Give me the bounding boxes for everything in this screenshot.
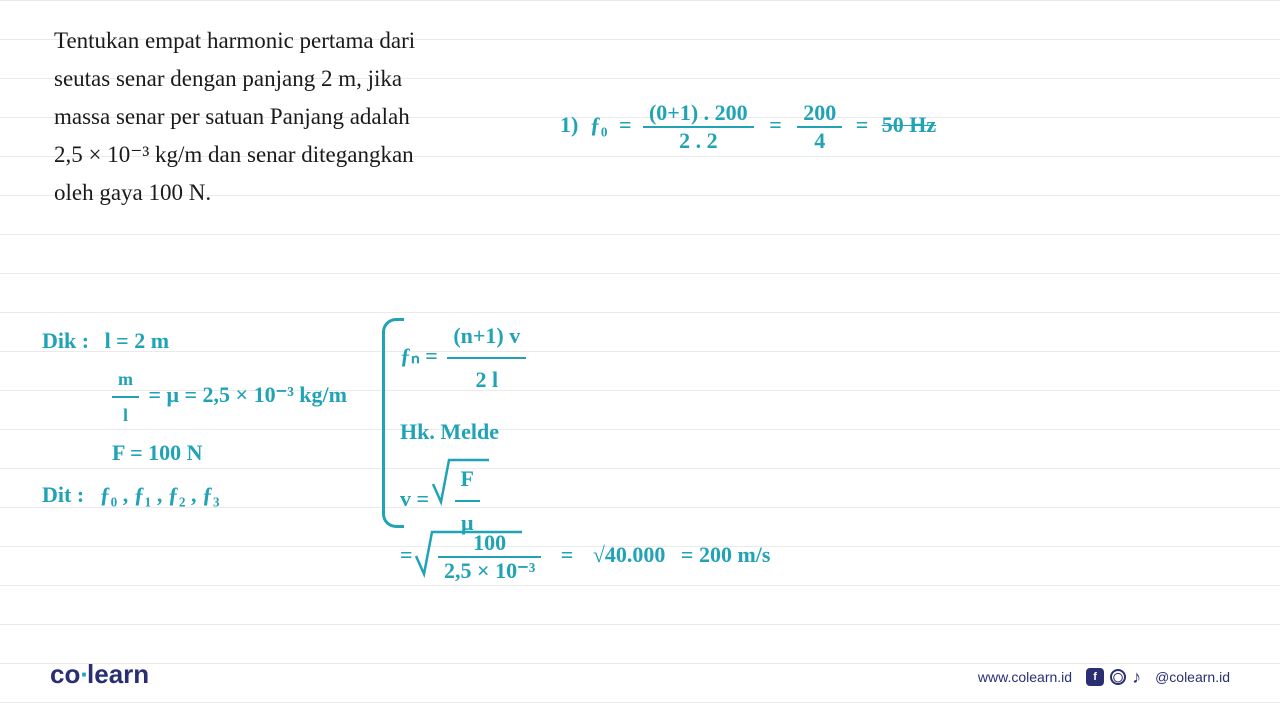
fn-formula: ƒₙ = (n+1) v 2 l xyxy=(400,315,526,401)
tiktok-icon: ♪ xyxy=(1132,668,1141,686)
brand-learn: learn xyxy=(87,659,149,689)
facebook-icon: f xyxy=(1086,668,1104,686)
fn-lhs: ƒₙ = xyxy=(400,343,438,368)
step1-frac1: (0+1) . 200 2 . 2 xyxy=(643,100,754,154)
dik-mu: m l = μ = 2,5 × 10⁻³ kg/m xyxy=(112,362,347,432)
dit-row: Dit : ƒ₀ , ƒ₁ , ƒ₂ , ƒ₃ xyxy=(42,474,347,516)
brand-co: co xyxy=(50,659,80,689)
eq-sign: = xyxy=(400,542,413,567)
step1-frac1-den: 2 . 2 xyxy=(643,128,754,154)
instagram-icon: ◯ xyxy=(1110,669,1126,685)
footer-url: www.colearn.id xyxy=(978,669,1072,685)
step1-var: ƒ₀ xyxy=(590,112,608,137)
problem-line-4: 2,5 × 10⁻³ kg/m dan senar ditegangkan xyxy=(54,136,504,174)
v-result: = 200 m/s xyxy=(681,542,771,567)
dik-l: l = 2 m xyxy=(105,328,169,353)
problem-line-1: Tentukan empat harmonic pertama dari xyxy=(54,22,504,60)
mu-rhs: = μ = 2,5 × 10⁻³ kg/m xyxy=(149,382,347,407)
eq-sign: = xyxy=(561,542,574,567)
mu-num: m xyxy=(112,362,139,398)
fn-frac: (n+1) v 2 l xyxy=(447,315,526,401)
radical-icon xyxy=(431,454,491,510)
step1-frac2-den: 4 xyxy=(797,128,842,154)
dik-F: F = 100 N xyxy=(112,432,347,474)
step1-result: 50 Hz xyxy=(882,112,936,137)
sqrt-2: 100 2,5 × 10⁻³ xyxy=(424,530,541,584)
problem-line-2: seutas senar dengan panjang 2 m, jika xyxy=(54,60,504,98)
dik-title: Dik : xyxy=(42,328,89,353)
page: Tentukan empat harmonic pertama dari seu… xyxy=(0,0,1280,720)
eq-sign: = xyxy=(619,112,632,137)
footer-handle: @colearn.id xyxy=(1155,669,1230,685)
fn-den: 2 l xyxy=(447,359,526,401)
v-lhs: v = xyxy=(400,486,429,511)
eq-sign: = xyxy=(856,112,869,137)
v-sqrt-eval: √40.000 xyxy=(593,542,666,567)
problem-text: Tentukan empat harmonic pertama dari seu… xyxy=(54,22,504,212)
formula-block: ƒₙ = (n+1) v 2 l Hk. Melde v = F μ xyxy=(400,315,526,544)
footer: www.colearn.id f ◯ ♪ @colearn.id xyxy=(978,668,1230,686)
problem-line-3: massa senar per satuan Panjang adalah xyxy=(54,98,504,136)
step1-label: 1) xyxy=(560,112,578,137)
step1-frac2-num: 200 xyxy=(797,100,842,128)
social-icons: f ◯ ♪ xyxy=(1086,668,1141,686)
given-block: Dik : l = 2 m m l = μ = 2,5 × 10⁻³ kg/m … xyxy=(42,320,347,516)
melde-label: Hk. Melde xyxy=(400,411,526,453)
mu-frac: m l xyxy=(112,362,139,432)
eq-sign: = xyxy=(769,112,782,137)
brand-logo: co·learn xyxy=(50,659,149,690)
step1-frac2: 200 4 xyxy=(797,100,842,154)
work-step-1: 1) ƒ₀ = (0+1) . 200 2 . 2 = 200 4 = 50 H… xyxy=(560,100,936,154)
radical-icon xyxy=(414,526,524,582)
mu-den: l xyxy=(112,398,139,432)
dit-content: ƒ₀ , ƒ₁ , ƒ₂ , ƒ₃ xyxy=(100,482,220,507)
brand-dot-icon: · xyxy=(80,659,87,689)
dik-row: Dik : l = 2 m xyxy=(42,320,347,362)
step1-frac1-num: (0+1) . 200 xyxy=(643,100,754,128)
dit-title: Dit : xyxy=(42,482,84,507)
problem-line-5: oleh gaya 100 N. xyxy=(54,174,504,212)
fn-num: (n+1) v xyxy=(447,315,526,359)
v-eval: = 100 2,5 × 10⁻³ = √40.000 = 200 m/s xyxy=(400,530,770,584)
